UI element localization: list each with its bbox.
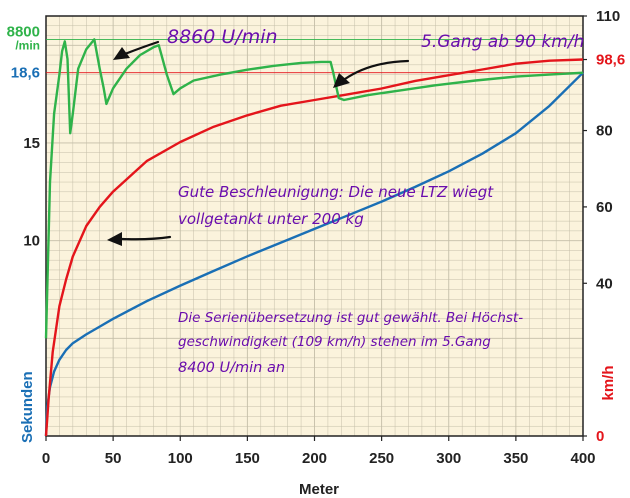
x-tick-label: 150 [235, 450, 260, 467]
right-tick-label: 40 [596, 275, 613, 292]
annotation-text: geschwindigkeit (109 km/h) stehen im 5.G… [178, 334, 491, 350]
right-tick-label: 0 [596, 428, 604, 445]
right-tick-label: 110 [596, 8, 620, 25]
x-tick-label: 50 [105, 450, 122, 467]
annotation-arrow [123, 40, 160, 56]
annotation-text: Die Serienübersetzung ist gut gewählt. B… [178, 310, 523, 326]
left-tick-label: 18,6 [11, 65, 40, 82]
left-axis-label: Sekunden [19, 371, 36, 443]
time-series-line [44, 71, 584, 437]
right-tick-label: 60 [596, 199, 613, 216]
annotation-text: 8400 U/min an [178, 360, 285, 376]
x-tick-label: 0 [42, 450, 50, 467]
x-tick-label: 250 [369, 450, 394, 467]
annotation-text: Gute Beschleunigung: Die neue LTZ wiegt [178, 183, 494, 201]
right-tick-label: 80 [596, 123, 613, 140]
grid [45, 15, 584, 437]
annotation-arrow-head [107, 232, 122, 246]
x-tick-label: 300 [436, 450, 461, 467]
annotation-arrow-head [333, 73, 350, 88]
annotation-arrow [343, 59, 410, 81]
annotation-text: vollgetankt unter 200 kg [178, 210, 364, 228]
x-tick-label: 100 [168, 450, 193, 467]
right-axis-label: km/h [600, 365, 617, 400]
x-tick-label: 400 [570, 450, 595, 467]
annotation-arrow-head [113, 47, 130, 60]
x-tick-label: 200 [302, 450, 327, 467]
left-tick-label: 8800/min [7, 23, 40, 52]
annotation-text: 5.Gang ab 90 km/h [421, 32, 584, 52]
left-tick-label: 15 [23, 135, 40, 152]
x-tick-label: 350 [503, 450, 528, 467]
annotation-text: 8860 U/min [167, 26, 278, 48]
right-tick-label: 98,6 [596, 52, 625, 69]
x-axis-label: Meter [299, 481, 339, 498]
left-tick-label: 10 [23, 233, 40, 250]
rpm-series-line [44, 38, 584, 339]
tick-layer: 0 50 100 150 200 250 300 350 400101518,68800/min… [7, 8, 626, 467]
speed-series-line [44, 58, 584, 437]
annotation-layer: 8860 U/min 5.Gang ab 90 km/h Gute Beschleu… [107, 26, 584, 376]
annotation-arrow [120, 235, 172, 241]
series-layer [44, 38, 584, 437]
